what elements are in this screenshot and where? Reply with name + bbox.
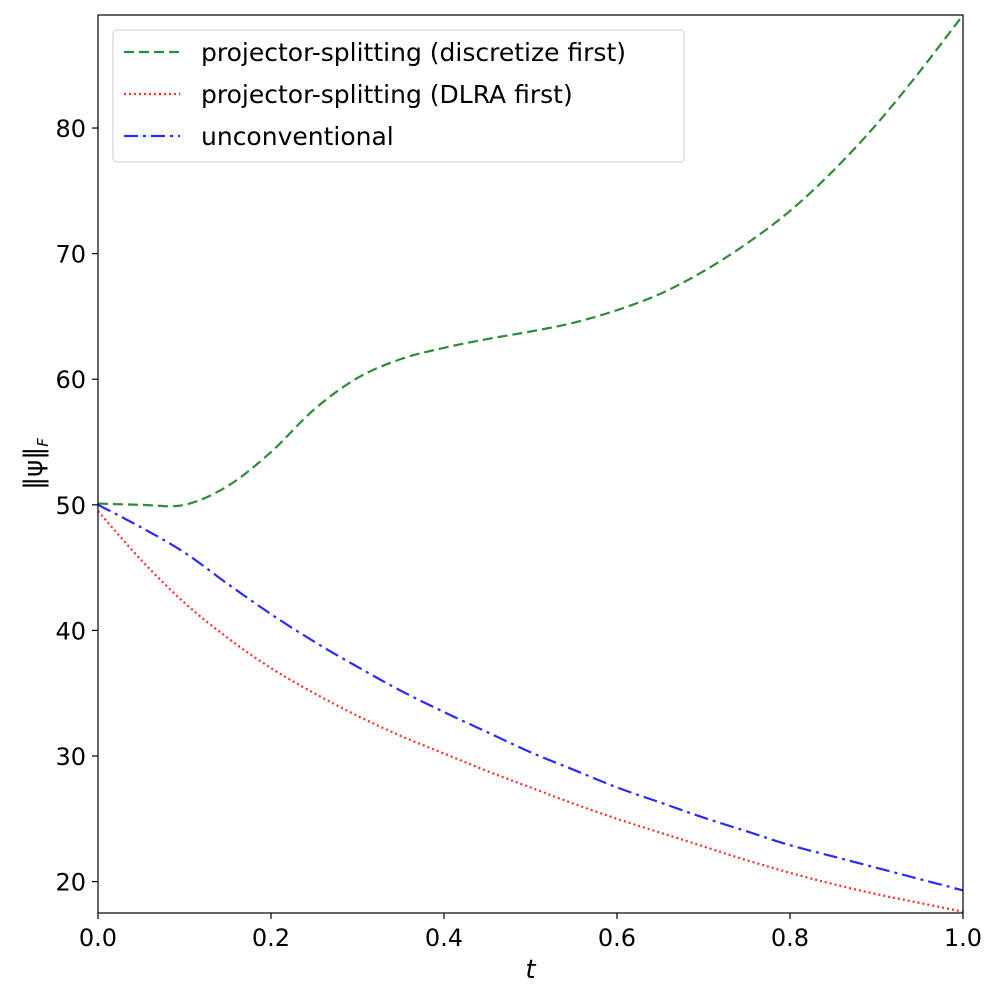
y-axis-label-subscript: F (34, 438, 52, 447)
y-tick-label: 80 (55, 115, 86, 143)
ticks-layer: 0.0 0.2 0.4 0.6 0.8 1.0 20 30 40 50 60 70 80 (55, 115, 982, 952)
y-axis-label-main: ‖ψ‖ (19, 447, 49, 490)
series-line-1 (98, 15, 963, 508)
svg-text:‖ψ‖F: ‖ψ‖F (19, 438, 52, 490)
y-tick-label: 70 (55, 241, 86, 269)
x-tick-label: 0.4 (425, 924, 463, 952)
x-tick-label: 0.2 (252, 924, 290, 952)
x-tick-label: 0.8 (771, 924, 809, 952)
y-tick-label: 50 (55, 492, 86, 520)
y-tick-label: 30 (55, 743, 86, 771)
y-axis-label: ‖ψ‖F (19, 438, 52, 490)
legend-box (112, 29, 685, 163)
series-line-3 (98, 503, 963, 892)
series-layer (98, 15, 963, 913)
y-tick-label: 40 (55, 617, 86, 645)
x-tick-label: 1.0 (944, 924, 982, 952)
y-tick-label: 20 (55, 869, 86, 897)
legend: projector-splitting (discretize first) pr… (112, 29, 685, 163)
x-tick-label: 0.6 (598, 924, 636, 952)
x-axis-label: t (525, 955, 536, 985)
plot-frame (97, 14, 964, 914)
legend-entry-label: unconventional (201, 122, 394, 151)
legend-entry-label: projector-splitting (DLRA first) (201, 80, 573, 109)
legend-entry-label: projector-splitting (discretize first) (201, 38, 626, 67)
y-tick-label: 60 (55, 366, 86, 394)
x-tick-label: 0.0 (79, 924, 117, 952)
series-line-2 (98, 510, 963, 913)
